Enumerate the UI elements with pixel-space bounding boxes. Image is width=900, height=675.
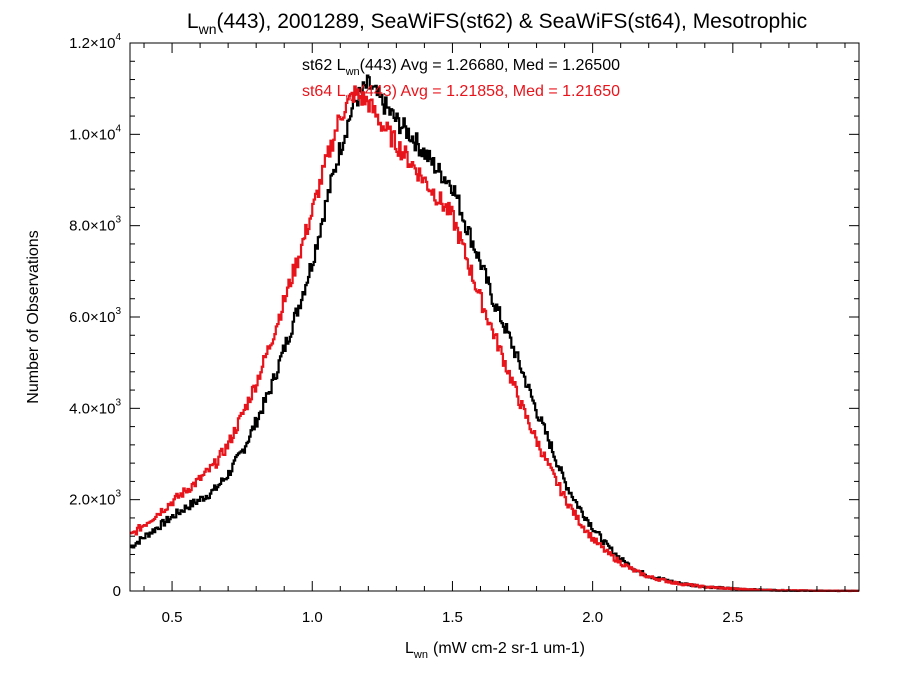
y-tick-label: 8.0×103 xyxy=(69,215,121,235)
x-axis-ticks: 0.5 1.0 1.5 2.0 2.5 xyxy=(143,43,846,626)
y-tick-label: 0 xyxy=(113,583,121,600)
chart-title-rest: (443), 2001289, SeaWiFS(st62) & SeaWiFS(… xyxy=(217,10,808,33)
annotation-st64: st64 Lwn(443) Avg = 1.21858, Med = 1.216… xyxy=(302,83,620,104)
x-tick-label: 2.5 xyxy=(722,609,743,626)
x-tick-label: 2.0 xyxy=(582,609,603,626)
y-tick-label: 1.0×104 xyxy=(69,123,121,143)
plot-frame xyxy=(129,42,860,592)
x-axis-label: Lwn (mW cm-2 sr-1 um-1) xyxy=(405,640,585,661)
chart-title: Lwn(443), 2001289, SeaWiFS(st62) & SeaWi… xyxy=(187,10,807,37)
x-tick-label: 1.0 xyxy=(302,609,323,626)
y-axis-ticks: 0 2.0×103 4.0×103 6.0×103 8.0×103 1.0×104 1.2×… xyxy=(69,32,859,600)
x-tick-label: 1.5 xyxy=(442,609,463,626)
y-axis-label: Number of Observations xyxy=(25,230,42,403)
legend-annotations: st62 Lwn(443) Avg = 1.26680, Med = 1.265… xyxy=(302,57,620,104)
series-line-st62 xyxy=(130,74,859,593)
x-tick-label: 0.5 xyxy=(162,609,183,626)
annotation-st62: st62 Lwn(443) Avg = 1.26680, Med = 1.265… xyxy=(302,57,620,78)
y-tick-label: 6.0×103 xyxy=(69,306,121,326)
y-tick-label: 2.0×103 xyxy=(69,489,121,509)
y-tick-label: 4.0×103 xyxy=(69,397,121,417)
y-tick-label: 1.2×104 xyxy=(69,32,121,52)
chart-title-sub: wn xyxy=(198,21,217,37)
series-layer xyxy=(130,74,859,593)
series-line-st64 xyxy=(130,85,859,593)
